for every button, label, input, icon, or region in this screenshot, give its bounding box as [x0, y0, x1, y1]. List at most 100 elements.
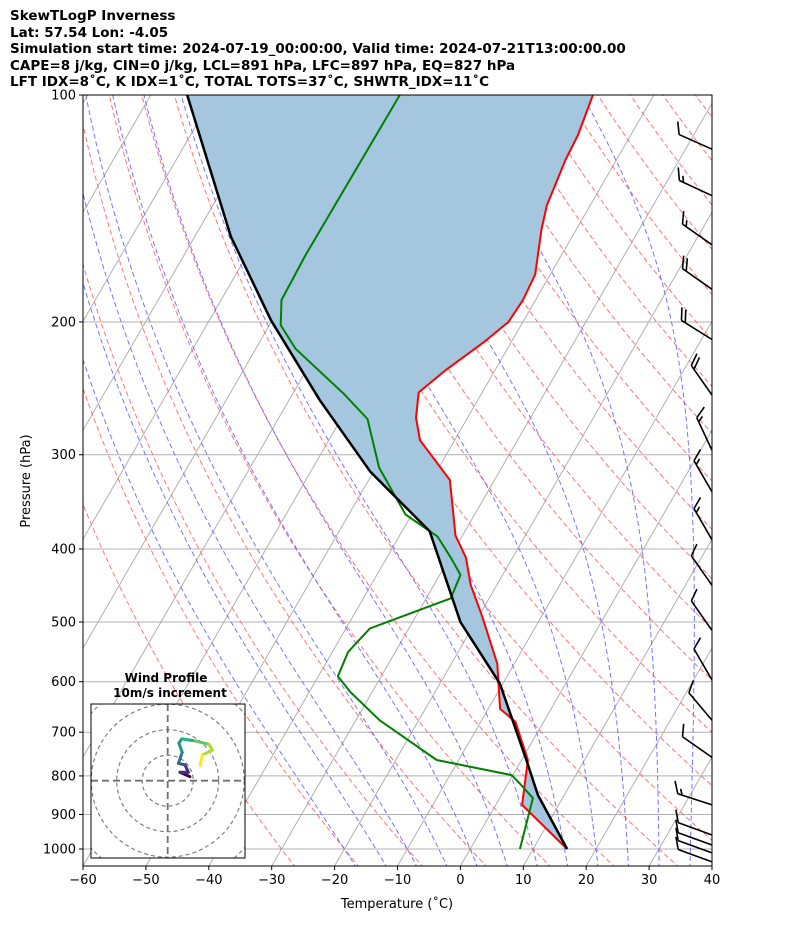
- y-tick-label: 1000: [43, 843, 76, 858]
- dry-adiabat-line: [369, 95, 712, 580]
- barb-half-feather: [698, 416, 704, 423]
- x-tick-label: −60: [69, 873, 96, 888]
- location-label: Lat: 57.54 Lon: -4.05: [10, 24, 169, 41]
- moist-adiabat-line: [581, 95, 695, 866]
- barb-shaft: [679, 179, 713, 197]
- isotherm-line: [396, 320, 712, 866]
- parcel-path-line: [186, 95, 569, 850]
- x-tick-label: −20: [321, 873, 348, 888]
- barb-shaft: [688, 692, 713, 721]
- isotherm-line: [334, 211, 712, 866]
- wind-barb: [693, 496, 713, 541]
- wind-barb: [680, 307, 713, 341]
- y-tick-label: 300: [51, 448, 76, 463]
- barb-shaft: [690, 365, 713, 396]
- moist-adiabat-line: [83, 358, 356, 866]
- barb-shaft: [690, 600, 713, 631]
- barb-feather: [696, 406, 705, 419]
- moist-adiabat-line: [83, 191, 418, 866]
- hodograph-segment: [198, 753, 204, 768]
- wind-barb: [688, 680, 713, 721]
- wind-barb: [675, 809, 713, 836]
- barb-feather: [675, 836, 679, 850]
- y-tick-label: 600: [51, 675, 76, 690]
- barb-feather: [688, 680, 695, 693]
- x-tick-label: −40: [195, 873, 222, 888]
- y-tick-label: 800: [51, 769, 76, 784]
- hodograph-segment: [177, 741, 184, 754]
- wind-barb: [693, 448, 713, 493]
- barb-half-feather: [682, 175, 685, 183]
- isotherm-line: [271, 102, 712, 866]
- indices-line-1: CAPE=8 j/kg, CIN=0 j/kg, LCL=891 hPa, LF…: [10, 57, 516, 74]
- wind-barb: [681, 255, 713, 290]
- y-tick-label: 400: [51, 542, 76, 557]
- barb-shaft: [682, 736, 713, 759]
- wind-barb: [690, 543, 713, 586]
- barb-feather: [681, 211, 685, 225]
- isotherm-line: [83, 95, 278, 432]
- wind-barb: [674, 780, 713, 806]
- x-tick-label: 30: [641, 873, 658, 888]
- dry-adiabat-line: [83, 503, 296, 866]
- hodograph-segment: [176, 750, 184, 765]
- hodograph-segment: [180, 737, 197, 743]
- barb-shaft: [677, 793, 713, 806]
- shaded-area: [187, 95, 593, 849]
- dry-adiabat-line: [336, 95, 712, 630]
- y-axis-label: Pressure (hPa): [19, 434, 34, 527]
- barb-half-feather: [685, 220, 688, 227]
- barb-feather: [675, 809, 679, 823]
- barb-feather: [681, 255, 685, 269]
- wind-barb: [690, 353, 713, 396]
- x-tick-label: −30: [258, 873, 285, 888]
- isotherm-line: [459, 429, 712, 866]
- barb-shaft: [690, 555, 713, 586]
- x-tick-label: 20: [578, 873, 595, 888]
- x-tick-label: 0: [456, 873, 464, 888]
- x-axis-label: Temperature (˚C): [340, 896, 453, 912]
- dry-adiabat-line: [83, 122, 487, 866]
- moist-adiabat-line: [85, 95, 448, 866]
- wind-barb: [693, 637, 713, 681]
- chart-title-block: SkewTLogP Inverness Lat: 57.54 Lon: -4.0…: [10, 8, 626, 91]
- x-tick-label: 40: [704, 873, 721, 888]
- barb-half-feather: [695, 506, 701, 513]
- wind-barb: [681, 723, 713, 759]
- wind-barb: [681, 211, 713, 246]
- barb-feather: [693, 496, 702, 510]
- chart-title: SkewTLogP Inverness: [10, 8, 176, 24]
- barb-feather: [675, 827, 679, 841]
- hodograph-segment: [200, 748, 214, 757]
- barb-shaft: [681, 319, 713, 341]
- x-tick-label: −50: [132, 873, 159, 888]
- barb-half-feather: [695, 458, 701, 465]
- barb-shaft: [677, 831, 713, 846]
- indices-line-2: LFT IDX=8˚C, K IDX=1˚C, TOTAL TOTS=37˚C,…: [10, 74, 490, 91]
- x-tick-label: 10: [515, 873, 532, 888]
- barb-feather: [690, 588, 698, 602]
- dry-adiabat-line: [173, 95, 679, 866]
- wind-barb: [675, 836, 713, 863]
- dry-adiabat-line: [629, 95, 712, 206]
- wind-barb: [676, 121, 713, 150]
- barb-feather: [693, 448, 702, 462]
- moist-adiabat-line: [283, 95, 599, 866]
- moist-adiabat-line: [143, 95, 508, 866]
- temperature-line: [415, 95, 594, 850]
- isotherm-line: [711, 865, 712, 866]
- isotherm-line: [83, 95, 215, 323]
- y-tick-label: 100: [51, 89, 76, 104]
- dry-adiabat-line: [401, 95, 712, 531]
- hodograph-title: Wind Profile: [125, 671, 208, 685]
- y-tick-label: 900: [51, 808, 76, 823]
- isotherm-line: [83, 95, 152, 214]
- wind-barb: [677, 167, 713, 197]
- barb-shaft: [693, 508, 713, 541]
- hodograph-inset: Wind Profile 10m/s increment: [90, 671, 246, 859]
- barb-feather: [690, 353, 698, 366]
- isotherm-line: [585, 647, 712, 866]
- barb-shaft: [677, 848, 713, 863]
- x-axis-ticks: −60 −50 −40 −30 −20 −10 0 10 20 30 40: [69, 866, 720, 888]
